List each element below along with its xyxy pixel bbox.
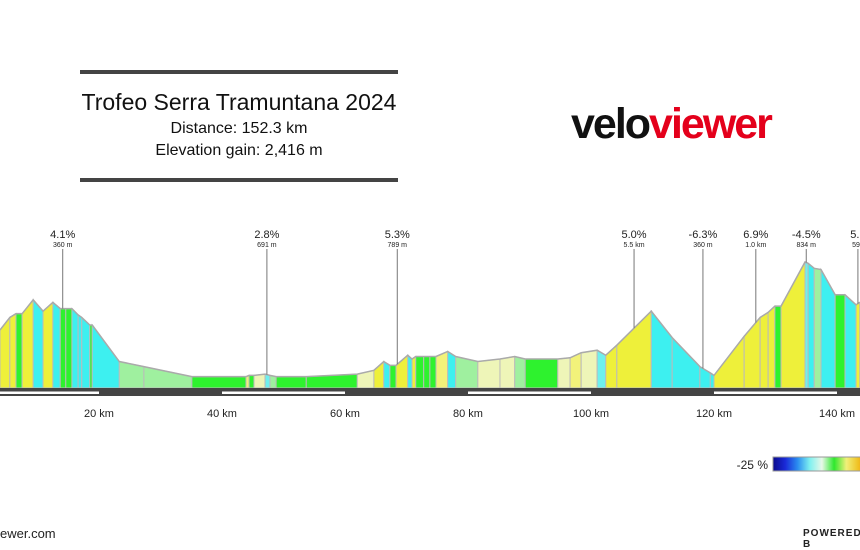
profile-segment [557,357,571,389]
profile-segment [524,358,559,389]
profile-segment [59,308,67,389]
logo-viewer: viewer [649,100,773,148]
profile-segment [759,311,769,389]
profile-segment [42,301,54,389]
profile-segment [650,309,673,389]
distance-bar-stripe [0,391,99,394]
climb-gradient-label: 2.8% [254,229,279,241]
climb-gradient-label: 5.3% [385,229,410,241]
profile-segment [813,267,822,389]
profile-segment [143,365,193,389]
climb-gradient-label: 5.1 [850,229,860,241]
footer-powered-by: POWERED B [803,528,860,550]
x-tick-label: 20 km [84,408,114,420]
profile-segment [52,301,61,389]
x-tick-label: 140 km [819,408,855,420]
profile-segment [820,267,836,389]
profile-segment [411,355,417,389]
profile-segment [834,294,846,389]
distance-bar [0,388,860,396]
climb-gradient-label: 6.9% [743,229,768,241]
profile-segment [569,351,582,389]
profile-segment [844,293,857,389]
profile-segment [713,334,745,389]
profile-segment [415,356,425,389]
profile-segment [248,374,255,389]
distance-bar-stripe [468,391,591,394]
distance-text: Distance: 152.3 km [170,120,308,137]
x-tick-label: 80 km [453,408,483,420]
climb-length-label: 360 m [693,242,713,249]
climb-length-label: 789 m [388,242,408,249]
legend-min-label: -25 % [737,458,769,472]
profile-segment [9,312,17,389]
x-tick-label: 40 km [207,408,237,420]
elevation-gain-text: Elevation gain: 2,416 m [155,142,323,159]
profile-outline [0,261,860,378]
climb-length-label: 834 m [797,242,817,249]
profile-segment [21,298,34,389]
profile-segment [580,349,598,389]
profile-segment [65,308,73,389]
profile-segment [767,304,776,389]
climb-length-label: 691 m [257,242,277,249]
x-tick-label: 100 km [573,408,609,420]
profile-segment [429,356,437,389]
profile-segment [423,356,431,389]
profile-segment [477,358,501,389]
profile-segment [596,349,607,389]
distance-bar-stripe [714,391,837,394]
distance-bar-stripe [222,391,345,394]
profile-segment [275,376,307,389]
climb-gradient-label: 4.1% [50,229,75,241]
climb-length-label: 360 m [53,242,73,249]
climb-length-label: 593 [852,242,860,249]
header-rule-top [80,70,398,74]
profile-segment [435,350,449,389]
profile-segment [514,355,526,389]
profile-segment [499,355,516,389]
profile-segment [807,262,815,389]
veloviewer-logo: veloviewer [571,100,773,149]
profile-segment [780,261,806,389]
climb-length-label: 5.5 km [624,242,645,249]
profile-segment [81,316,91,389]
footer-url: ewer.com [0,526,56,541]
climb-length-label: 1.0 km [745,242,766,249]
profile-segment [269,374,277,389]
profile-segment [855,301,860,389]
profile-segment [407,354,413,389]
profile-segment [191,376,247,389]
climb-gradient-label: 5.0% [622,229,647,241]
race-title: Trofeo Serra Tramuntana 2024 [81,89,397,115]
profile-segment [774,305,782,389]
x-tick-label: 120 km [696,408,732,420]
climb-gradient-label: -6.3% [689,229,718,241]
profile-segment [264,373,271,389]
profile-segment [605,344,618,389]
x-tick-label: 60 km [330,408,360,420]
gradient-legend-scale [772,456,860,472]
profile-segment [77,313,83,389]
profile-segment [447,350,457,389]
profile-segment [32,298,44,389]
profile-segment [15,313,23,389]
profile-segment [71,307,79,389]
profile-segment [253,373,266,389]
logo-velo: velo [571,100,651,148]
climb-gradient-label: -4.5% [792,229,821,241]
header-rule-bottom [80,178,398,182]
profile-segment [389,364,397,389]
